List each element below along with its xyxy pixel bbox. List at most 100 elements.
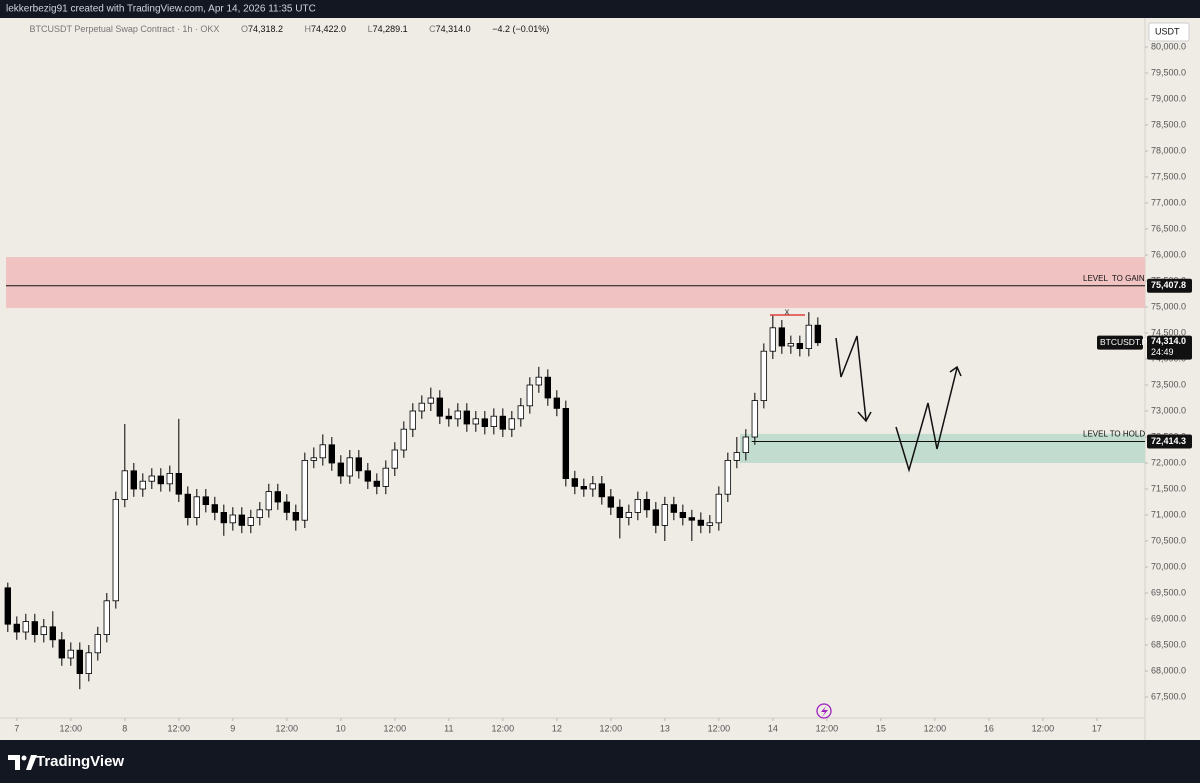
candle-body: [607, 496, 615, 508]
candle-body: [391, 449, 399, 469]
candle-body: [4, 587, 11, 625]
ohlc-value: 74,318.2: [248, 24, 283, 34]
candle-body: [499, 415, 507, 430]
candle-body: [580, 486, 588, 490]
ohlc-value: 74,314.0: [436, 24, 471, 34]
level-price-box: [1147, 278, 1192, 293]
candle-body: [778, 327, 786, 347]
candle-body: [517, 405, 525, 420]
alert-bolt: [821, 706, 828, 717]
candle-body: [157, 475, 164, 485]
x-tick-label: 12:00: [816, 723, 839, 733]
candle-body: [445, 415, 453, 420]
alert-icon[interactable]: [816, 703, 832, 719]
candle-body: [265, 491, 273, 511]
candle-body: [526, 384, 534, 407]
candle-body: [337, 462, 345, 477]
candle-body: [769, 327, 777, 352]
candle-body: [715, 493, 723, 524]
ohlc-key: H: [305, 24, 312, 34]
level-zone: [739, 433, 1145, 464]
candle-body: [184, 493, 191, 519]
candle-body: [508, 418, 516, 430]
symbol-box: [1097, 335, 1143, 350]
legend-header: BTCUSDT Perpetual Swap Contract · 1h · O…: [12, 24, 562, 34]
y-tick-label: 71,000.0: [1151, 509, 1186, 519]
symbol-header: BTCUSDT Perpetual Swap Contract · 1h · O…: [12, 24, 562, 34]
candle-body: [670, 504, 678, 513]
level-name: LEVEL TO GAIN: [1083, 274, 1145, 283]
y-tick-label: 68,000.0: [1151, 665, 1186, 675]
y-tick-label: 68,500.0: [1151, 639, 1186, 649]
x-tick-label: 10: [336, 723, 346, 733]
candle-body: [787, 343, 795, 347]
candle-body: [175, 473, 182, 495]
candle-body: [697, 519, 705, 526]
marker-text: x: [785, 306, 790, 316]
candle-body: [382, 467, 390, 487]
level-name: LEVEL TO HOLD: [1083, 430, 1145, 439]
y-tick-label: 79,000.0: [1151, 93, 1186, 103]
change: −4.2 (−0.01%): [492, 24, 549, 34]
axes: 80,000.0 79,500.0 79,000.0 78,500.0 78,000.0…: [14, 41, 1192, 733]
y-tick-label: 80,000.0: [1151, 41, 1186, 51]
candle-body: [112, 499, 119, 602]
candle-body: [301, 460, 309, 521]
x-tick-label: 12:00: [276, 723, 299, 733]
candle-body: [490, 415, 498, 428]
credit: lekkerbezig91 created with TradingView.c…: [6, 4, 316, 15]
candle-body: [679, 512, 687, 519]
x-tick-label: 12:00: [1032, 723, 1055, 733]
candle-body: [166, 473, 173, 485]
x-tick-label: 12:00: [492, 723, 515, 733]
candle-body: [436, 397, 444, 417]
candle-body: [589, 483, 597, 490]
candle-body: [796, 343, 804, 350]
candle-body: [139, 480, 146, 490]
candle-body: [688, 517, 696, 521]
level-price-box: [1147, 434, 1192, 449]
x-tick-label: 17: [1092, 723, 1102, 733]
y-tick-label: 67,500.0: [1151, 691, 1186, 701]
currency-box[interactable]: [1148, 22, 1190, 42]
y-tick-label: 77,000.0: [1151, 197, 1186, 207]
overlay: x: [770, 306, 962, 719]
plot-background: [0, 18, 1200, 740]
x-tick-label: 12:00: [600, 723, 623, 733]
currency: USDT: [1155, 26, 1180, 36]
candle-body: [211, 504, 218, 513]
symbol: BTCUSDT Perpetual Swap Contract · 1h · O…: [30, 24, 220, 34]
y-tick-label: 78,000.0: [1151, 145, 1186, 155]
ohlc-key: O: [241, 24, 248, 34]
x-tick-label: 15: [876, 723, 886, 733]
ohlc-value: 74,289.1: [373, 24, 408, 34]
candle-body: [418, 402, 426, 412]
y-tick-label: 73,500.0: [1151, 379, 1186, 389]
candle-body: [661, 504, 669, 526]
candle-body: [76, 649, 83, 674]
candle-body: [544, 376, 552, 399]
y-tick-label: 76,000.0: [1151, 249, 1186, 259]
candle-body: [760, 350, 768, 402]
y-tick-label: 77,500.0: [1151, 171, 1186, 181]
y-tick-label: 74,500.0: [1151, 327, 1186, 337]
countdown: 24:49: [1151, 347, 1174, 357]
y-tick-label: 72,000.0: [1151, 457, 1186, 467]
ohlc-value: 74,422.0: [311, 24, 346, 34]
x-tick-label: 13: [660, 723, 670, 733]
candle-body: [472, 418, 480, 425]
y-tick-label: 70,000.0: [1151, 561, 1186, 571]
candle-body: [67, 649, 74, 659]
footer: TradingView: [8, 753, 124, 770]
candle-body: [22, 621, 29, 633]
candle-body: [58, 639, 65, 659]
y-tick-label: 69,000.0: [1151, 613, 1186, 623]
x-tick-label: 12: [552, 723, 562, 733]
x-tick-label: 11: [444, 723, 453, 733]
candle-body: [247, 517, 255, 526]
candle-body: [202, 496, 209, 506]
candle-body: [409, 410, 417, 430]
x-tick-label: 16: [984, 723, 994, 733]
